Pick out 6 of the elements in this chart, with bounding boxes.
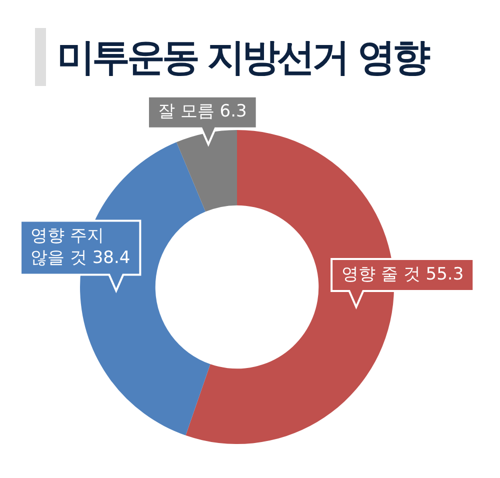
chart-title: 미투운동 지방선거 영향 xyxy=(57,34,428,81)
data-label: 55.3 xyxy=(426,264,464,284)
data-label: 38.4 xyxy=(92,248,130,268)
slice-label: 영향 줄 것 xyxy=(342,264,420,284)
slice-label: 잘 모름 xyxy=(158,102,214,122)
data-label: 6.3 xyxy=(220,102,247,122)
